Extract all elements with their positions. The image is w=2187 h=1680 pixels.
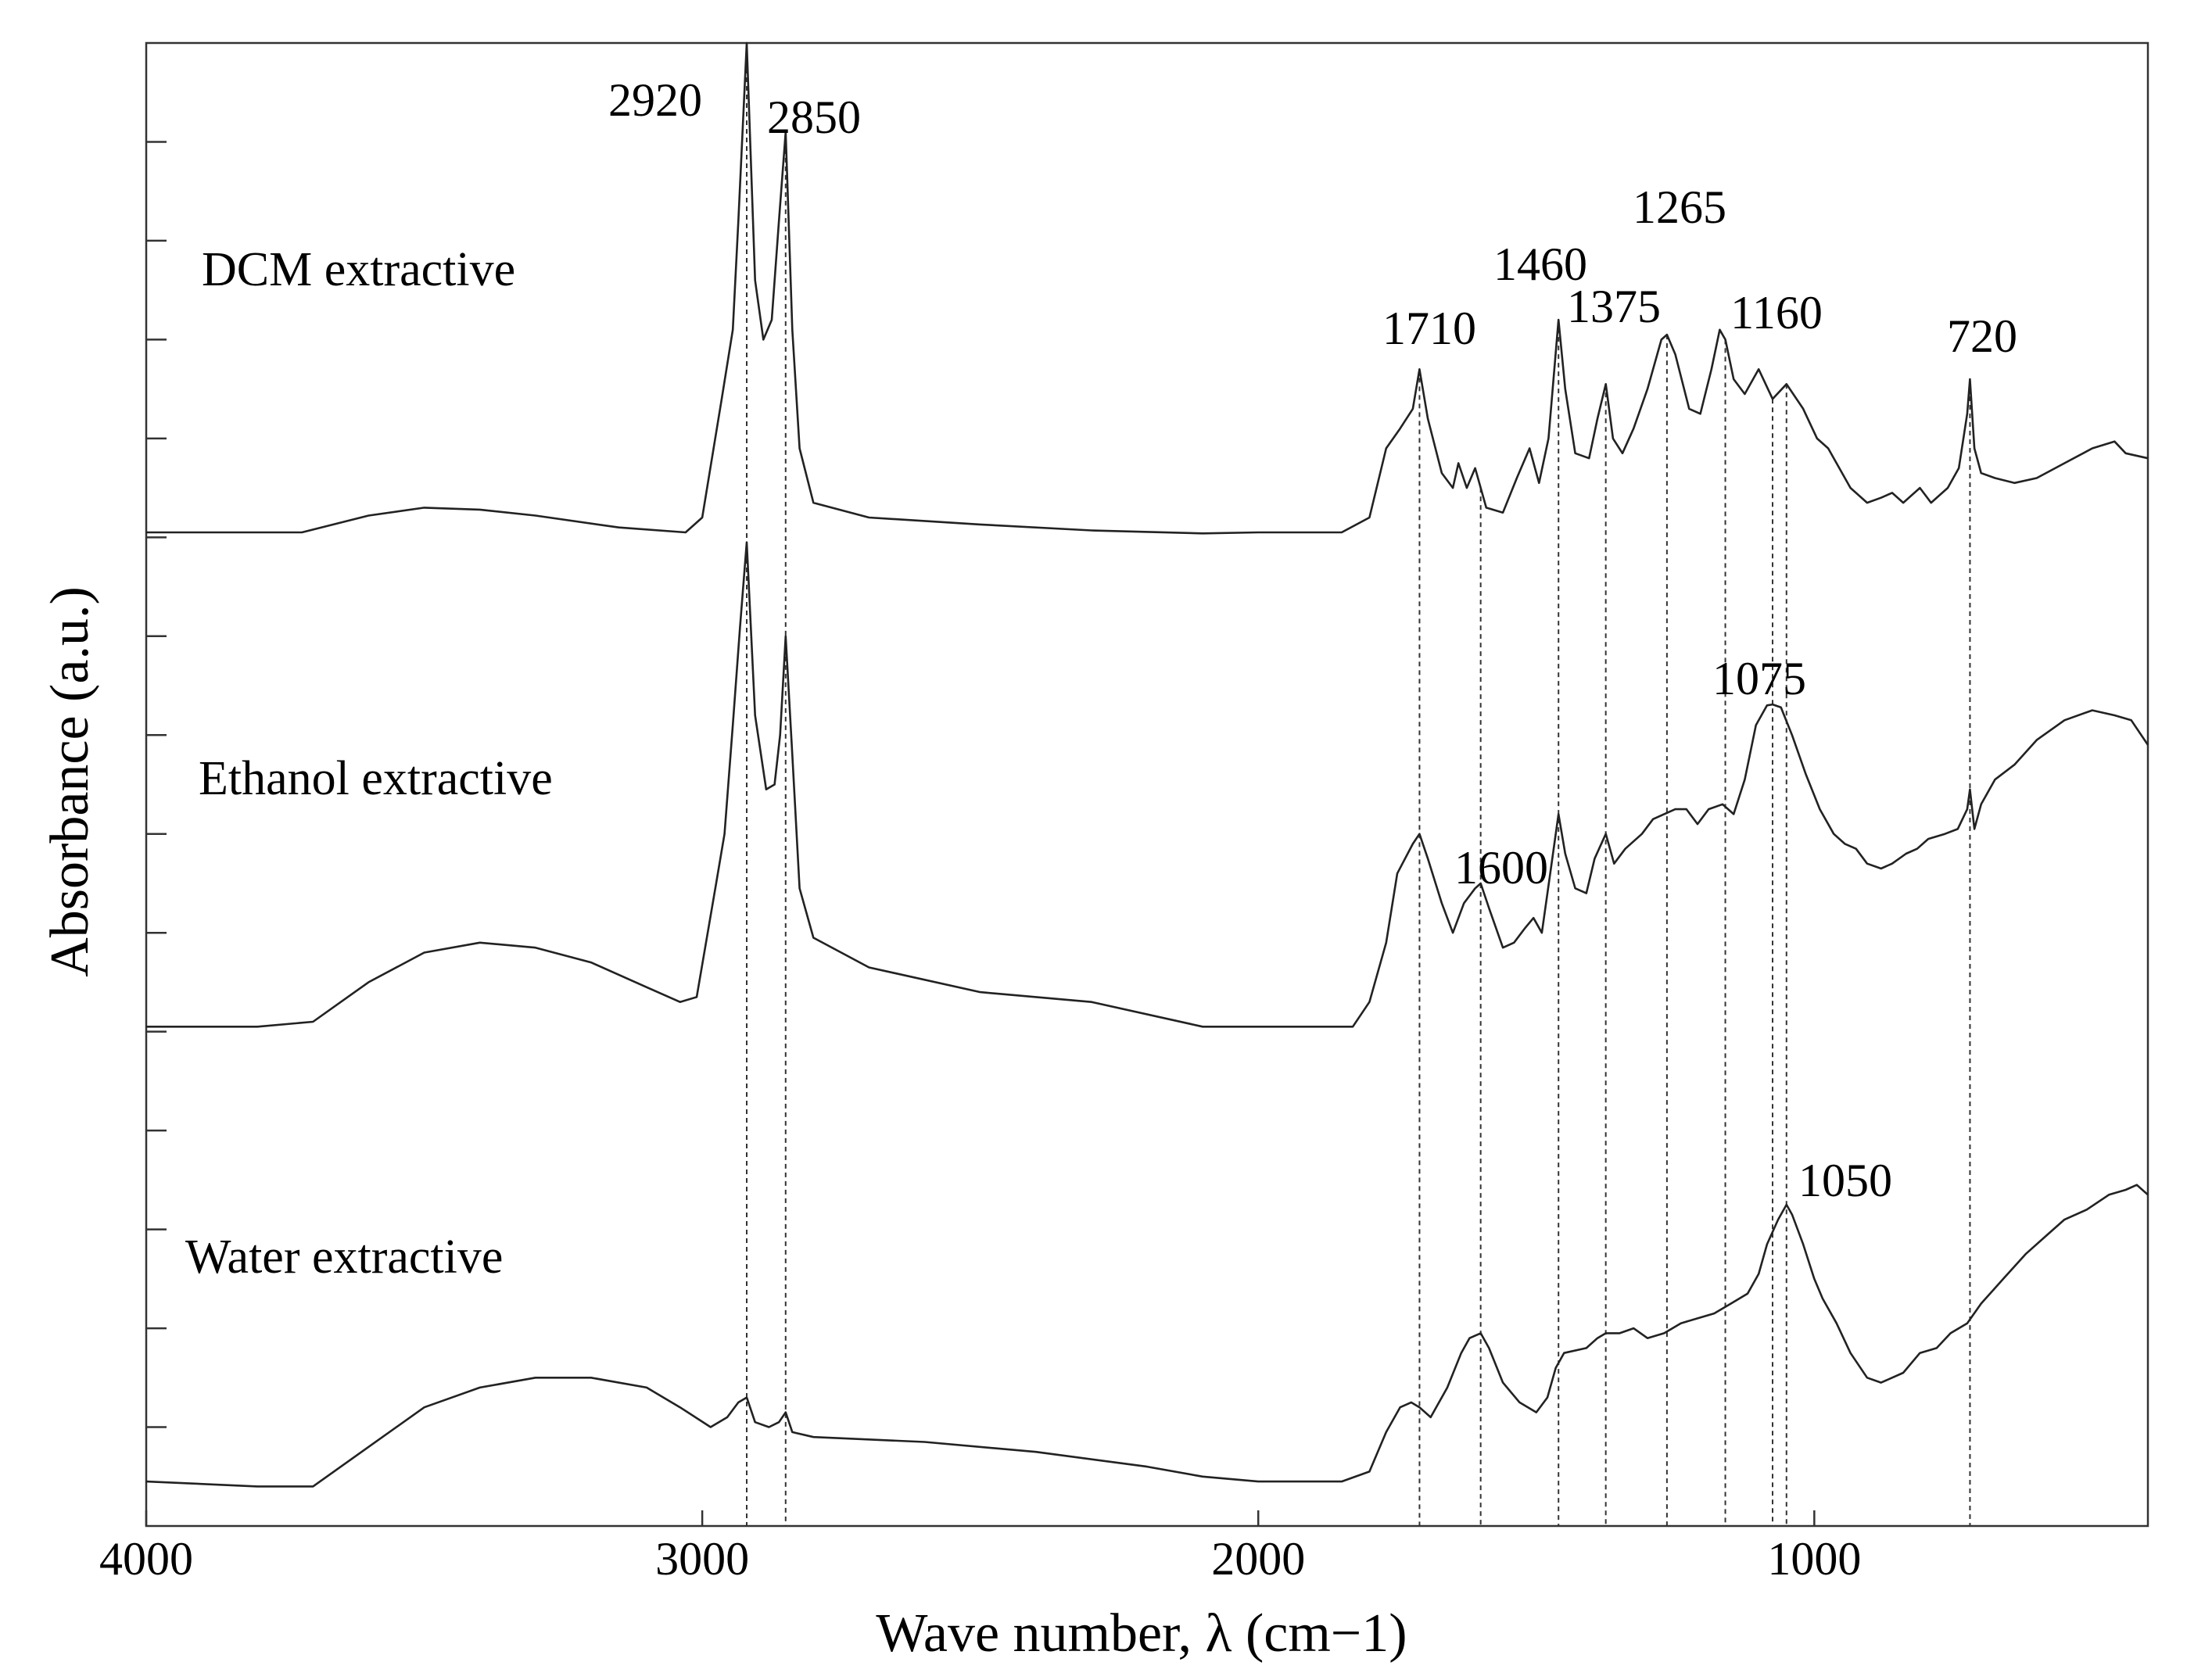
x-tick-label: 1000 [1767,1533,1861,1585]
x-tick-label: 4000 [99,1533,193,1585]
peak-label-720: 720 [1947,310,2017,362]
peak-label-1075: 1075 [1712,653,1806,704]
x-tick-label: 3000 [655,1533,749,1585]
series-water-extractive-line [145,1184,2149,1488]
peak-label-2920: 2920 [608,74,702,126]
peak-label-1460: 1460 [1493,238,1587,290]
series-label-dcm-extractive: DCM extractive [202,243,515,296]
series-ethanol-extractive-line [146,541,2149,1028]
series-label-group: DCM extractive Ethanol extractive Water ex… [185,243,553,1284]
x-tick-label: 2000 [1211,1533,1305,1585]
series-label-water-extractive: Water extractive [185,1230,503,1284]
series-label-ethanol-extractive: Ethanol extractive [199,752,553,805]
y-tick-group [146,141,167,1428]
peak-label-1600: 1600 [1454,842,1548,894]
peak-label-1265: 1265 [1633,181,1726,233]
peak-label-2850: 2850 [767,91,861,143]
x-axis-title: Wave number, λ (cm−1) [876,1603,1407,1664]
peak-label-1160: 1160 [1730,287,1823,339]
y-axis-title: Absorbance (a.u.) [40,586,100,977]
peak-label-1375: 1375 [1567,281,1661,332]
series-dcm-extractive-line [146,41,2149,535]
x-tick-group: 4000 3000 2000 1000 [99,1510,1861,1585]
peak-guide-lines [746,43,1971,1526]
spectra-curves [145,41,2149,1488]
peak-label-1050: 1050 [1798,1155,1892,1206]
plot-frame [145,41,2149,1528]
peak-label-1710: 1710 [1382,303,1476,354]
